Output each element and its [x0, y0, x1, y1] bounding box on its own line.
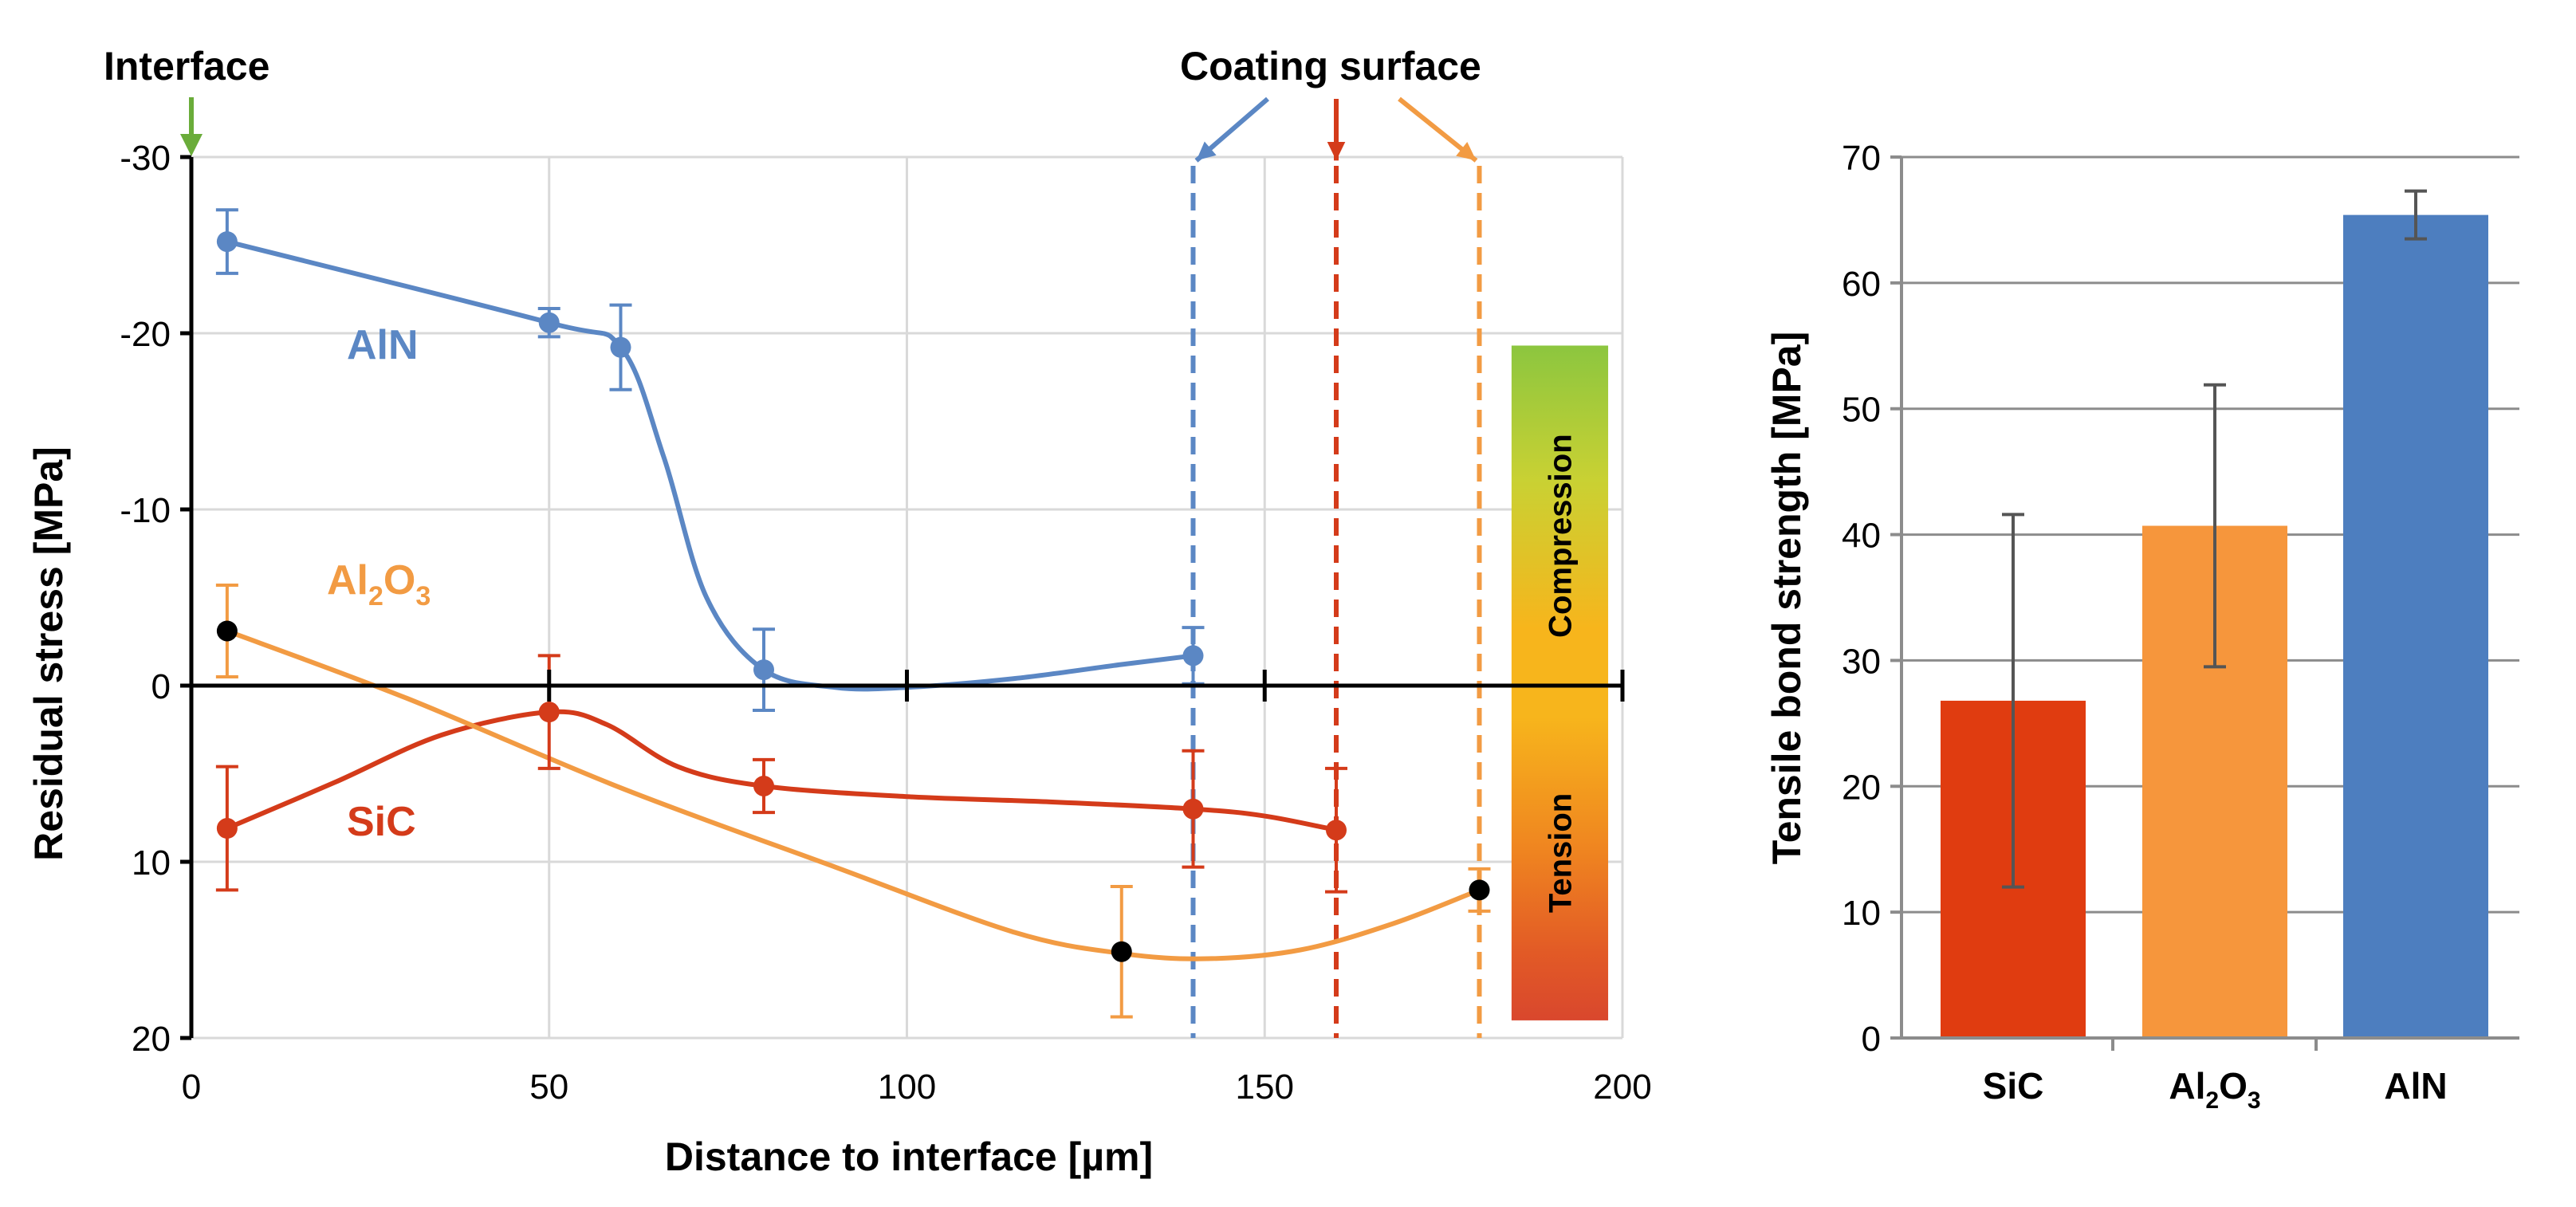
arrow-aln-icon-head [1196, 141, 1217, 161]
arrow-al2o3-icon-head [1456, 141, 1477, 161]
data-point-aln [216, 231, 238, 253]
bond-y-tick-labels: 0 10 20 30 40 50 60 70 [1842, 139, 1881, 1059]
series-label-al2o3: Al2O3 [327, 557, 431, 611]
y-tick-labels: -30 -20 -10 0 10 20 [120, 139, 171, 1059]
data-point-sic [753, 775, 774, 796]
data-point-al2o3 [216, 620, 238, 642]
bond-y-tick-label: 0 [1862, 1020, 1881, 1059]
data-point-aln [753, 659, 774, 681]
data-point-sic [1182, 798, 1204, 820]
coating-surface-label: Coating surface [1180, 44, 1481, 88]
bond-y-tick-label: 40 [1842, 517, 1881, 556]
category-label-aln: AlN [2384, 1065, 2447, 1107]
arrow-sic-icon-head [1327, 142, 1346, 161]
x-tick-labels: 0 50 100 150 200 [182, 1067, 1652, 1107]
curve-al2o3 [226, 628, 1481, 961]
data-point-sic [538, 702, 560, 723]
interface-arrow-icon [180, 97, 203, 156]
stress-points [216, 231, 1490, 962]
x-axis-title: Distance to interface [µm] [665, 1134, 1153, 1179]
residual-stress-axes [180, 155, 1625, 1040]
bond-strength-chart: 0 10 20 30 40 50 60 70 Tensile bond strength [M… [1764, 139, 2519, 1114]
y-tick-label: 20 [132, 1020, 171, 1059]
x-tick-label: 200 [1593, 1067, 1651, 1107]
bond-strength-error-bars [2002, 189, 2427, 889]
data-point-aln [610, 336, 631, 358]
y-tick-label: 10 [132, 843, 171, 883]
interface-label: Interface [104, 44, 269, 88]
y-tick-label: -30 [120, 139, 171, 178]
compression-label: Compression [1543, 434, 1578, 638]
bond-y-tick-label: 30 [1842, 642, 1881, 681]
category-label-al2o3: Al2O3 [2169, 1065, 2260, 1114]
data-point-al2o3 [1469, 879, 1490, 901]
y-tick-label: 0 [151, 667, 171, 706]
x-tick-label: 50 [529, 1067, 568, 1107]
data-point-sic [1326, 820, 1347, 841]
stress-color-scale [1511, 345, 1609, 1020]
bar-aln [2343, 214, 2488, 1039]
bond-y-tick-label: 20 [1842, 768, 1881, 807]
y-axis-title: Residual stress [MPa] [26, 446, 71, 861]
category-label-sic: SiC [1983, 1065, 2044, 1107]
bond-strength-axes [1890, 155, 2519, 1051]
bond-y-tick-label: 60 [1842, 265, 1881, 304]
data-point-sic [216, 818, 238, 839]
bond-y-tick-label: 70 [1842, 139, 1881, 178]
residual-stress-gridlines [191, 155, 1624, 1040]
bond-y-tick-label: 50 [1842, 391, 1881, 430]
coating-surface-lines [1190, 166, 1482, 1038]
bond-y-tick-label: 10 [1842, 894, 1881, 933]
x-tick-label: 150 [1236, 1067, 1294, 1107]
y-tick-label: -10 [120, 491, 171, 530]
curve-aln [226, 239, 1194, 692]
series-label-aln: AlN [347, 322, 419, 368]
coating-arrows [1194, 96, 1478, 163]
bond-y-axis-title: Tensile bond strength [MPa] [1764, 332, 1809, 865]
series-label-sic: SiC [347, 799, 416, 845]
data-point-al2o3 [1111, 941, 1132, 962]
x-tick-label: 0 [182, 1067, 201, 1107]
residual-stress-chart: Compression Tension -30 -20 -10 0 10 20 0 50 10… [26, 44, 1652, 1179]
data-point-aln [538, 312, 560, 333]
tension-label: Tension [1543, 793, 1578, 913]
x-tick-label: 100 [878, 1067, 936, 1107]
y-tick-label: -20 [120, 315, 171, 354]
data-point-aln [1182, 645, 1204, 666]
